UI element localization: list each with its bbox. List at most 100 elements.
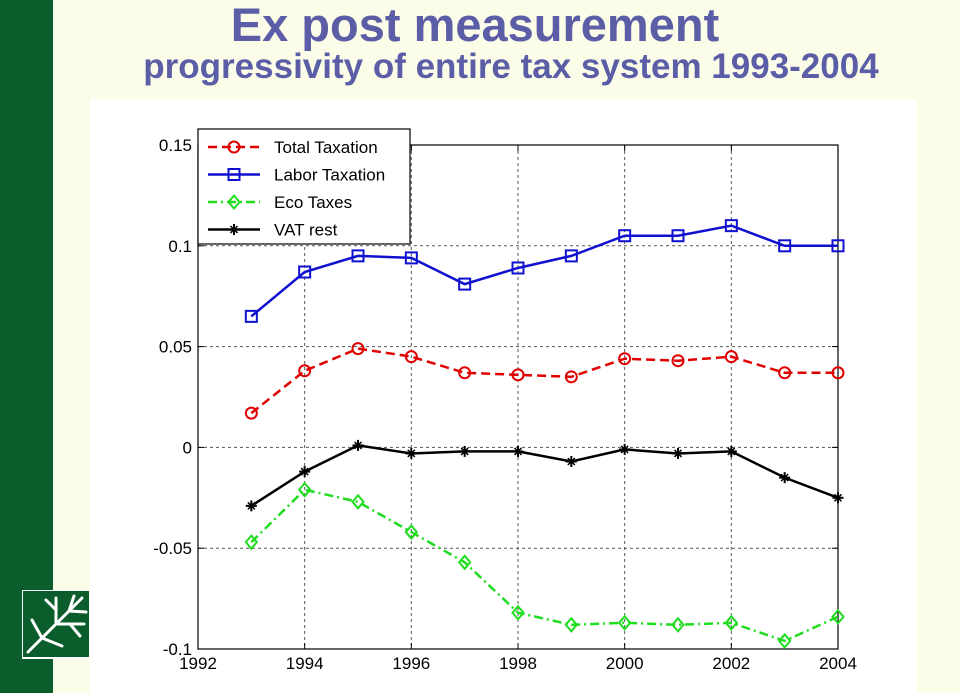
star-stroke [460,447,469,456]
data-point [458,277,472,291]
y-tick-label: 0.1 [168,237,192,256]
data-point [244,309,258,323]
x-tick-label: 2004 [819,654,857,673]
data-point [564,249,578,263]
line-chart: 1992 1994 1996 1998 2000 2002 2004 -0.1 -0.05 0 0.… [153,128,857,673]
series-line [250,488,839,643]
x-tick-label: 2002 [712,654,750,673]
series-line [250,444,839,507]
data-point [565,456,577,468]
x-tick-label: 1998 [499,654,537,673]
data-point [832,492,844,504]
y-tick-label: 0.05 [159,338,192,357]
x-tick-label: 1994 [286,654,324,673]
series-vat-rest [245,439,844,512]
y-tick-label: -0.05 [153,539,192,558]
legend-item: VAT rest [208,221,338,240]
data-point [618,352,632,366]
data-point [617,614,632,631]
data-point [244,406,258,420]
left-accent-band [0,0,53,693]
data-point [725,445,737,457]
star-stroke [353,441,363,450]
slide-title: Ex post measurement progressivity of ent… [62,0,960,86]
x-tick-label: 2000 [606,654,644,673]
data-point [511,604,525,621]
data-point [227,140,241,154]
data-point [299,466,311,478]
data-point [298,364,312,378]
data-point [564,616,579,633]
data-point [779,472,791,484]
data-point [227,168,241,181]
legend-item: Labor Taxation [208,166,385,185]
star-stroke [300,467,309,476]
x-tick-label: 1992 [179,654,217,673]
star-stroke [513,447,523,456]
legend-label: VAT rest [274,221,338,240]
data-point [511,261,525,275]
data-point [831,366,845,380]
data-point [405,447,417,459]
y-tick-label: -0.1 [163,640,192,659]
data-point [619,443,631,455]
data-point [228,224,240,235]
data-point [778,239,792,253]
data-point [297,481,312,498]
data-point [404,524,419,541]
star-stroke [727,447,736,456]
legend-label: Labor Taxation [274,166,385,185]
data-point [671,229,685,243]
data-point [244,534,259,551]
data-point [512,445,524,457]
data-point [724,219,738,233]
series-line [250,224,838,318]
data-point [672,447,684,459]
plot-panel: 1992 1994 1996 1998 2000 2002 2004 -0.1 -0.05 0 0.… [90,99,917,693]
data-point [457,554,472,571]
y-tick-label: 0.15 [159,136,192,155]
star-stroke [780,473,789,482]
star-stroke [620,445,629,454]
data-point [671,616,685,633]
star-stroke [673,449,683,458]
data-point [511,368,525,382]
data-point [724,614,739,631]
data-point [618,229,632,243]
data-point [351,342,365,356]
title-line-1: Ex post measurement [230,0,720,51]
legend-label: Total Taxation [274,138,378,157]
series-line [250,347,838,415]
series-eco-taxes [244,481,845,649]
star-stroke [407,449,416,458]
data-point [564,370,578,384]
data-point [351,249,365,263]
data-point [671,354,685,368]
x-tick-label: 1996 [392,654,430,673]
data-point [459,445,471,457]
data-point [352,439,364,451]
data-point [831,608,845,625]
data-point [298,265,312,279]
star-stroke [567,457,576,466]
legend: Total Taxation Labor Taxation Eco Taxes VAT… [197,128,411,245]
star-stroke [247,501,256,510]
legend-item: Total Taxation [208,138,378,157]
legend-label: Eco Taxes [274,193,352,212]
data-point [831,239,845,253]
title-line-2: progressivity of entire tax system 1993-… [143,47,879,86]
data-point [778,366,792,380]
data-point [404,350,418,364]
series-labor-taxation [244,219,845,323]
tree-branches-icon [22,590,91,659]
data-point [227,193,241,211]
data-point [404,251,418,265]
data-point [458,366,472,380]
series-total-taxation [244,342,845,420]
y-tick-label: 0 [183,438,192,457]
legend-item: Eco Taxes [208,193,352,212]
data-point [245,500,257,512]
star-stroke [833,493,843,502]
data-point [351,493,365,510]
star-stroke [229,225,239,234]
